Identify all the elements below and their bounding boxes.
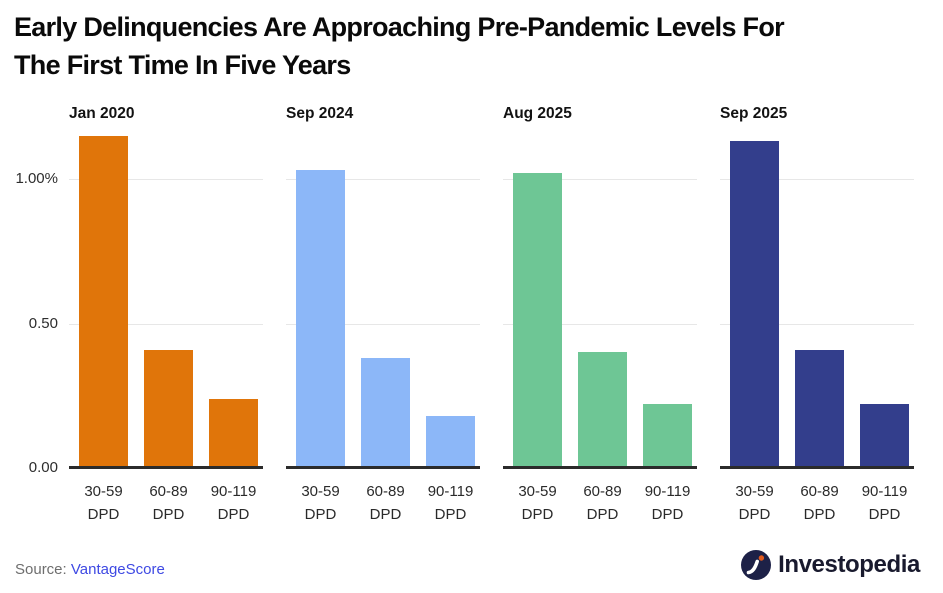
x-tick-label: 30-59 DPD	[518, 483, 557, 523]
panel-sep-2025: Sep 2025 30-59 DPD 60-89 DPD 90-119 DPD	[720, 0, 914, 593]
x-tick-label: 30-59 DPD	[735, 483, 774, 523]
chart-title-line1: Early Delinquencies Are Approaching Pre-…	[14, 12, 785, 42]
panel-title: Jan 2020	[69, 105, 135, 122]
investopedia-logo: Investopedia	[741, 550, 920, 580]
x-tick-label: 90-119 DPD	[644, 483, 691, 523]
panel-title: Aug 2025	[503, 105, 572, 122]
panel-aug-2025: Aug 2025 30-59 DPD 60-89 DPD 90-119 DPD	[503, 0, 697, 593]
chart-title: Early Delinquencies Are Approaching Pre-…	[14, 8, 929, 84]
x-axis-baseline	[286, 466, 480, 469]
gridline	[286, 323, 480, 325]
bar-60-89-dpd	[144, 350, 193, 468]
x-axis-baseline	[503, 466, 697, 469]
x-tick-label: 90-119 DPD	[861, 483, 908, 523]
panel-jan-2020: Jan 2020 30-59 DPD 60-89 DPD 90-119 DPD	[69, 0, 263, 593]
x-tick-label: 60-89 DPD	[583, 483, 622, 523]
bar-90-119-dpd	[209, 399, 258, 468]
x-tick-label: 30-59 DPD	[301, 483, 340, 523]
y-axis-label: 1.00%	[15, 170, 58, 187]
panel-title: Sep 2025	[720, 105, 788, 122]
source-link[interactable]: VantageScore	[70, 561, 165, 578]
investopedia-logo-icon	[741, 550, 772, 580]
gridline	[69, 179, 263, 180]
gridline	[720, 179, 914, 180]
investopedia-wordmark: Investopedia	[778, 551, 920, 578]
gridline	[69, 323, 263, 325]
bar-30-59-dpd	[79, 136, 128, 468]
gridline	[720, 323, 914, 325]
bar-90-119-dpd	[643, 404, 692, 468]
x-tick-label: 30-59 DPD	[84, 483, 123, 523]
x-axis-baseline	[69, 466, 263, 469]
bar-90-119-dpd	[426, 416, 475, 468]
bar-90-119-dpd	[860, 404, 909, 468]
gridline	[286, 179, 480, 180]
x-tick-label: 60-89 DPD	[149, 483, 188, 523]
chart-title-line2: The First Time In Five Years	[14, 50, 351, 80]
x-tick-label: 90-119 DPD	[210, 483, 257, 523]
bar-60-89-dpd	[795, 350, 844, 468]
panel-sep-2024: Sep 2024 30-59 DPD 60-89 DPD 90-119 DPD	[286, 0, 480, 593]
y-axis-label: 0.50	[28, 314, 58, 332]
source-label: Source:	[15, 561, 67, 578]
gridline	[503, 323, 697, 325]
bar-30-59-dpd	[513, 173, 562, 468]
bar-30-59-dpd	[730, 141, 779, 468]
x-tick-label: 60-89 DPD	[800, 483, 839, 523]
bar-60-89-dpd	[578, 352, 627, 468]
gridline	[503, 179, 697, 180]
bar-60-89-dpd	[361, 358, 410, 468]
x-tick-label: 60-89 DPD	[366, 483, 405, 523]
y-axis-label: 0.00	[28, 459, 58, 476]
bar-30-59-dpd	[296, 170, 345, 468]
x-axis-baseline	[720, 466, 914, 469]
source-line: Source: VantageScore	[15, 561, 165, 578]
x-tick-label: 90-119 DPD	[427, 483, 474, 523]
panel-title: Sep 2024	[286, 105, 354, 122]
